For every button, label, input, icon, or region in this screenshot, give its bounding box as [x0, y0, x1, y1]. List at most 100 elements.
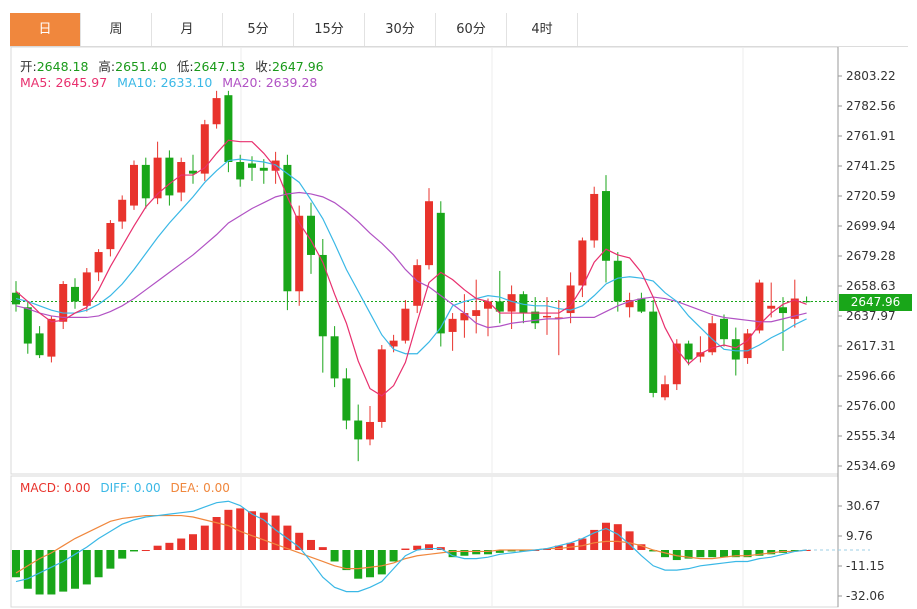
candle-body — [342, 378, 351, 421]
macd-bar — [507, 550, 516, 552]
y-tick-label: 2658.63 — [846, 279, 896, 293]
candle-body — [554, 317, 563, 319]
macd-bar — [330, 550, 339, 562]
macd-bar — [236, 508, 245, 551]
macd-bar — [130, 550, 138, 552]
candle-body — [200, 124, 209, 174]
macd-bar — [767, 550, 776, 555]
candle-body — [82, 272, 91, 306]
candle-body — [425, 201, 433, 266]
macd-bar — [566, 542, 575, 551]
candle-body — [212, 98, 221, 125]
candle-body — [189, 170, 197, 174]
candle-body — [661, 384, 669, 398]
macd-bar — [12, 550, 20, 578]
candle-body — [460, 313, 469, 321]
tab-3[interactable]: 5分 — [223, 13, 294, 46]
candle-body — [720, 318, 728, 340]
y-tick-label: 2576.00 — [846, 399, 896, 413]
current-price-tag: 2647.96 — [839, 294, 912, 311]
y-tick-label: 2555.34 — [846, 429, 896, 443]
ma5-line — [15, 139, 807, 397]
candle-body — [590, 193, 599, 241]
macd-bar — [259, 512, 268, 551]
candle-body — [366, 421, 374, 440]
y-tick-label: 2782.56 — [846, 99, 896, 113]
candle-body — [330, 336, 339, 379]
macd-bar — [743, 550, 752, 558]
macd-bar — [625, 531, 634, 551]
macd-bar — [248, 511, 256, 551]
macd-bar — [755, 550, 764, 556]
y-tick-label: 2741.25 — [846, 159, 896, 173]
candle-body — [755, 282, 764, 331]
macd-bar — [153, 545, 162, 551]
macd-bar — [684, 550, 693, 559]
macd-tick-label: 30.67 — [846, 499, 880, 513]
macd-tick-label: -32.06 — [846, 589, 885, 603]
macd-bar — [519, 550, 528, 552]
candle-body — [12, 292, 20, 305]
candle-body — [248, 163, 256, 168]
period-tabs: 日周月 5分 15分 30分 60分 4时 — [10, 13, 908, 47]
macd-bar — [425, 544, 433, 551]
macd-bar — [472, 550, 481, 555]
low-label: 低: — [176, 59, 194, 74]
macd-value: MACD: 0.00 — [20, 481, 91, 495]
tab-1[interactable]: 周 — [81, 13, 152, 46]
candle-body — [106, 223, 115, 250]
macd-bar — [47, 550, 56, 595]
macd-bar — [602, 522, 610, 551]
macd-bar — [366, 550, 374, 578]
candle-body — [71, 286, 79, 302]
y-tick-label: 2720.59 — [846, 189, 896, 203]
tab-4[interactable]: 15分 — [294, 13, 365, 46]
tab-7[interactable]: 4时 — [507, 13, 578, 46]
macd-bar — [295, 532, 304, 551]
candle-body — [354, 420, 363, 440]
macd-bar — [59, 550, 68, 592]
candle-body — [602, 191, 610, 261]
macd-bar — [401, 548, 410, 551]
macd-bar — [35, 550, 44, 595]
macd-bar — [696, 550, 705, 558]
candle-body — [389, 340, 398, 347]
macd-bar — [94, 550, 103, 578]
y-tick-label: 2803.22 — [846, 69, 896, 83]
tab-0[interactable]: 日 — [10, 13, 81, 46]
candle-body — [377, 349, 386, 422]
y-tick-label: 2596.66 — [846, 369, 896, 383]
macd-bar — [590, 529, 599, 551]
candle-body — [94, 252, 103, 273]
macd-bar — [354, 550, 363, 579]
y-tick-label: 2617.31 — [846, 339, 896, 353]
candle-body — [767, 305, 776, 309]
candle-body — [613, 260, 622, 302]
macd-bar — [118, 550, 127, 559]
macd-bar — [23, 550, 32, 589]
candle-body — [684, 343, 693, 360]
tab-6[interactable]: 60分 — [436, 13, 507, 46]
macd-bar — [200, 525, 209, 551]
candle-body — [401, 308, 410, 341]
candle-body — [59, 284, 68, 322]
macd-bar — [613, 524, 622, 551]
macd-bar — [708, 550, 717, 558]
candle-body — [649, 311, 658, 393]
macd-bar — [413, 545, 422, 551]
tab-2[interactable]: 月 — [152, 13, 223, 46]
tab-5[interactable]: 30分 — [365, 13, 436, 46]
macd-bar — [790, 550, 799, 552]
candle-body — [672, 343, 681, 385]
macd-bar — [307, 539, 315, 551]
candle-body — [236, 162, 245, 180]
candle-body — [708, 323, 717, 353]
candle-body — [802, 301, 811, 303]
candle-body — [743, 333, 752, 359]
diff-line — [15, 500, 807, 593]
dea-value: DEA: 0.00 — [170, 481, 230, 495]
macd-bar — [342, 550, 351, 571]
candle-body — [23, 307, 32, 344]
candle-body — [495, 301, 504, 312]
